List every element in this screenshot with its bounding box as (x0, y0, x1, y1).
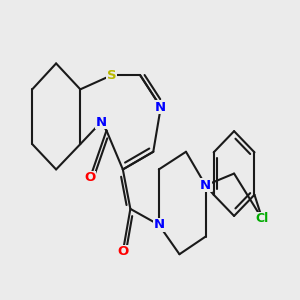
Text: N: N (153, 218, 164, 231)
Text: N: N (155, 100, 166, 113)
Text: O: O (85, 171, 96, 184)
Text: S: S (107, 69, 116, 82)
Text: Cl: Cl (256, 212, 269, 225)
Text: N: N (95, 116, 106, 129)
Text: O: O (117, 245, 128, 258)
Text: N: N (200, 179, 211, 192)
